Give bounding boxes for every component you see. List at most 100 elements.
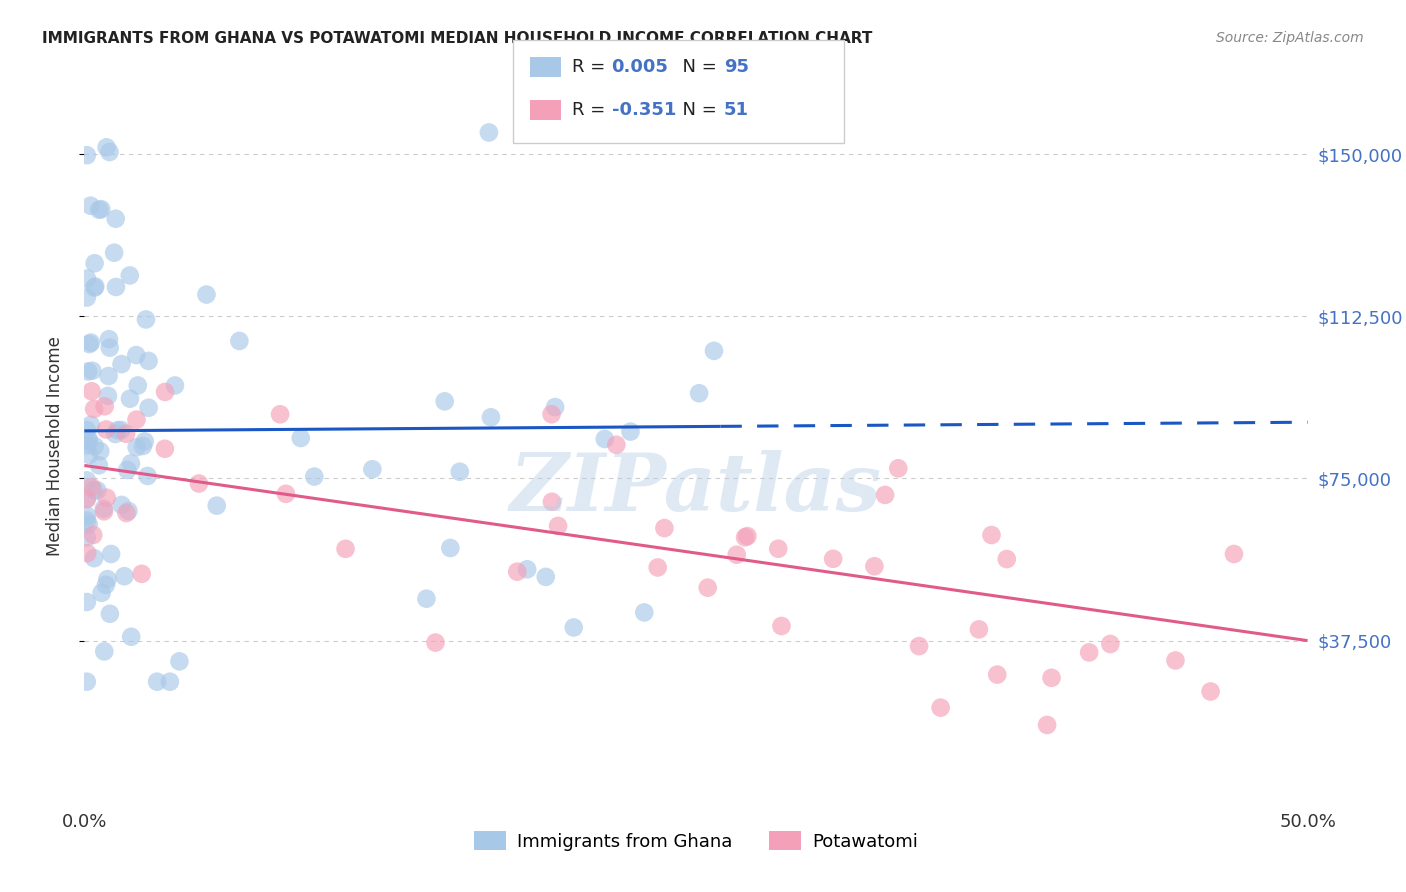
Point — [1040, 671, 1063, 685]
Text: -0.351: -0.351 — [612, 101, 676, 119]
Point — [153, 442, 176, 456]
Point — [887, 461, 910, 475]
Point — [425, 635, 447, 649]
Point — [153, 384, 176, 399]
Point — [96, 491, 118, 505]
Point — [77, 434, 100, 448]
Point — [1099, 637, 1122, 651]
Point — [115, 426, 138, 441]
Point — [77, 432, 100, 446]
Point — [84, 279, 107, 293]
Point — [98, 332, 121, 346]
Point — [1223, 547, 1246, 561]
Point — [125, 348, 148, 362]
Point — [96, 140, 118, 154]
Point — [478, 125, 501, 139]
Point — [115, 506, 138, 520]
Point — [439, 541, 461, 555]
Point — [516, 562, 538, 576]
Point — [980, 528, 1002, 542]
Point — [97, 389, 120, 403]
Point — [125, 440, 148, 454]
Point — [647, 560, 669, 574]
Point — [688, 386, 710, 401]
Point — [76, 438, 98, 452]
Point — [104, 211, 127, 226]
Point — [127, 378, 149, 392]
Point — [118, 392, 141, 406]
Text: IMMIGRANTS FROM GHANA VS POTAWATOMI MEDIAN HOUSEHOLD INCOME CORRELATION CHART: IMMIGRANTS FROM GHANA VS POTAWATOMI MEDI… — [42, 31, 873, 46]
Point — [93, 644, 115, 658]
Point — [120, 456, 142, 470]
Point — [304, 469, 326, 483]
Point — [76, 271, 98, 285]
Point — [449, 465, 471, 479]
Point — [135, 312, 157, 326]
Point — [76, 530, 98, 544]
Point — [76, 474, 98, 488]
Text: N =: N = — [671, 101, 723, 119]
Point — [654, 521, 676, 535]
Point — [770, 619, 793, 633]
Point — [929, 700, 952, 714]
Text: 51: 51 — [724, 101, 749, 119]
Point — [136, 469, 159, 483]
Point — [159, 674, 181, 689]
Point — [335, 541, 357, 556]
Text: N =: N = — [671, 58, 723, 76]
Point — [98, 607, 121, 621]
Point — [169, 654, 191, 668]
Point — [415, 591, 437, 606]
Point — [547, 519, 569, 533]
Point — [98, 341, 121, 355]
Point — [79, 199, 101, 213]
Point — [93, 400, 115, 414]
Point — [89, 444, 111, 458]
Legend: Immigrants from Ghana, Potawatomi: Immigrants from Ghana, Potawatomi — [467, 824, 925, 858]
Point — [89, 202, 111, 217]
Text: R =: R = — [572, 58, 612, 76]
Point — [187, 476, 209, 491]
Point — [104, 280, 127, 294]
Point — [76, 674, 98, 689]
Point — [544, 400, 567, 414]
Point — [1164, 653, 1187, 667]
Point — [131, 566, 153, 581]
Point — [87, 458, 110, 473]
Point — [118, 268, 141, 283]
Point — [104, 427, 127, 442]
Point — [79, 337, 101, 351]
Point — [737, 529, 759, 543]
Point — [83, 256, 105, 270]
Point — [986, 667, 1008, 681]
Point — [86, 483, 108, 498]
Point — [76, 595, 98, 609]
Point — [107, 423, 129, 437]
Point — [76, 148, 98, 162]
Point — [541, 495, 564, 509]
Text: Source: ZipAtlas.com: Source: ZipAtlas.com — [1216, 31, 1364, 45]
Point — [82, 364, 104, 378]
Point — [734, 530, 756, 544]
Point — [94, 578, 117, 592]
Point — [125, 412, 148, 426]
Text: R =: R = — [572, 101, 612, 119]
Point — [103, 245, 125, 260]
Point — [90, 586, 112, 600]
Point — [77, 448, 100, 462]
Point — [83, 401, 105, 416]
Point — [83, 551, 105, 566]
Point — [110, 423, 132, 437]
Text: 0.005: 0.005 — [612, 58, 668, 76]
Text: ZIPatlas: ZIPatlas — [510, 450, 882, 527]
Point — [76, 514, 98, 528]
Point — [117, 463, 139, 477]
Point — [120, 630, 142, 644]
Point — [97, 369, 120, 384]
Point — [80, 384, 103, 399]
Point — [995, 552, 1018, 566]
Point — [134, 434, 156, 449]
Point — [540, 407, 562, 421]
Point — [1036, 718, 1059, 732]
Point — [506, 565, 529, 579]
